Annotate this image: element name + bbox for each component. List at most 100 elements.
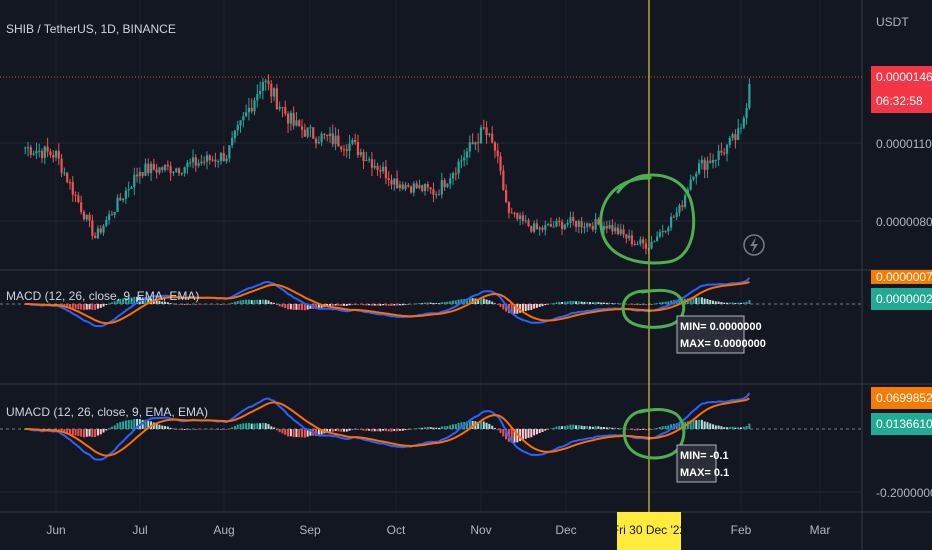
candle [124, 187, 127, 204]
candle [745, 103, 748, 125]
candle [272, 87, 276, 102]
candle [342, 144, 346, 157]
candle [373, 159, 376, 170]
histogram-bar [298, 429, 301, 438]
histogram-bar [105, 304, 108, 306]
time-label-jul: Jul [132, 523, 147, 537]
candle-body [471, 142, 474, 145]
candle [376, 162, 379, 176]
umacd-max-label: MAX= 0.1 [680, 467, 729, 479]
candle-body [642, 239, 645, 244]
candle [653, 240, 656, 243]
histogram-bar [552, 303, 555, 304]
candle-body [482, 127, 485, 129]
candle [88, 212, 91, 228]
histogram-bar [113, 301, 116, 304]
candle [295, 112, 298, 127]
histogram-bar [639, 304, 642, 305]
histogram-bar [239, 300, 242, 304]
candle-body [742, 118, 745, 128]
histogram-bar [563, 425, 566, 429]
candle [175, 167, 178, 173]
candle-body [672, 216, 675, 218]
candle-body [683, 195, 687, 207]
histogram-bar [172, 303, 175, 305]
histogram-bar [398, 304, 401, 306]
candle [546, 222, 550, 227]
candle [577, 219, 580, 234]
candle-body [493, 142, 497, 151]
candle [409, 185, 413, 194]
candle-body [135, 174, 139, 177]
candle-body [574, 221, 578, 227]
candle [60, 154, 63, 178]
histogram-bar [482, 298, 485, 304]
histogram-bar [619, 428, 622, 429]
histogram-bar [597, 426, 600, 429]
histogram-bar [734, 427, 737, 429]
candle-body [300, 126, 304, 130]
candle-body [203, 161, 206, 163]
candle-body [365, 159, 368, 161]
histogram-bar [250, 423, 253, 429]
candle-body [348, 143, 351, 151]
candle-body [292, 112, 295, 126]
candle-body [546, 224, 550, 226]
histogram-bar [55, 429, 57, 430]
histogram-bar [180, 304, 183, 305]
candle-body [320, 133, 323, 142]
candle-body [401, 184, 404, 190]
candle-body [105, 220, 108, 226]
histogram-bar [740, 427, 742, 429]
histogram-bar [116, 423, 119, 429]
candle [264, 78, 267, 91]
candle-body [340, 146, 343, 150]
candle [370, 152, 374, 177]
histogram-bar [166, 302, 169, 304]
candle [535, 219, 538, 230]
histogram-bar [71, 429, 74, 436]
candle-body [435, 194, 438, 196]
histogram-bar [256, 423, 259, 429]
candle [650, 235, 653, 250]
histogram-bar [398, 429, 401, 431]
candle [524, 215, 527, 224]
histogram-bar [242, 299, 245, 304]
histogram-bar [99, 304, 102, 308]
candle-body [183, 167, 186, 174]
candle [516, 212, 519, 222]
histogram-bar [505, 304, 508, 312]
candle-body [616, 227, 620, 235]
histogram-bar [700, 419, 703, 429]
histogram-bar [449, 425, 452, 429]
candle-body [510, 212, 513, 214]
histogram-bar [667, 301, 670, 304]
candle [267, 74, 270, 91]
histogram-bar [186, 429, 189, 430]
candle [359, 148, 362, 158]
candle-body [658, 232, 662, 237]
histogram-bar [192, 428, 194, 429]
candle [110, 210, 114, 216]
candle-body [404, 184, 407, 190]
candle-body [588, 223, 592, 227]
time-axis[interactable]: Jun Jul Aug Sep Oct Nov Dec Feb Mar Fri … [46, 512, 830, 550]
candle-body [429, 187, 432, 190]
candle-body [177, 168, 181, 174]
histogram-bar [421, 303, 424, 304]
lightning-icon[interactable] [743, 234, 765, 256]
candle [412, 181, 415, 197]
histogram-bar [345, 304, 348, 306]
candle-body [463, 157, 466, 161]
histogram-bar [233, 301, 236, 304]
candle-body [714, 159, 717, 161]
time-label-dec: Dec [555, 523, 576, 537]
candle-body [35, 151, 38, 154]
histogram-bar [197, 429, 200, 430]
candle-body [443, 180, 446, 188]
candle [43, 145, 46, 165]
candle [158, 167, 161, 175]
